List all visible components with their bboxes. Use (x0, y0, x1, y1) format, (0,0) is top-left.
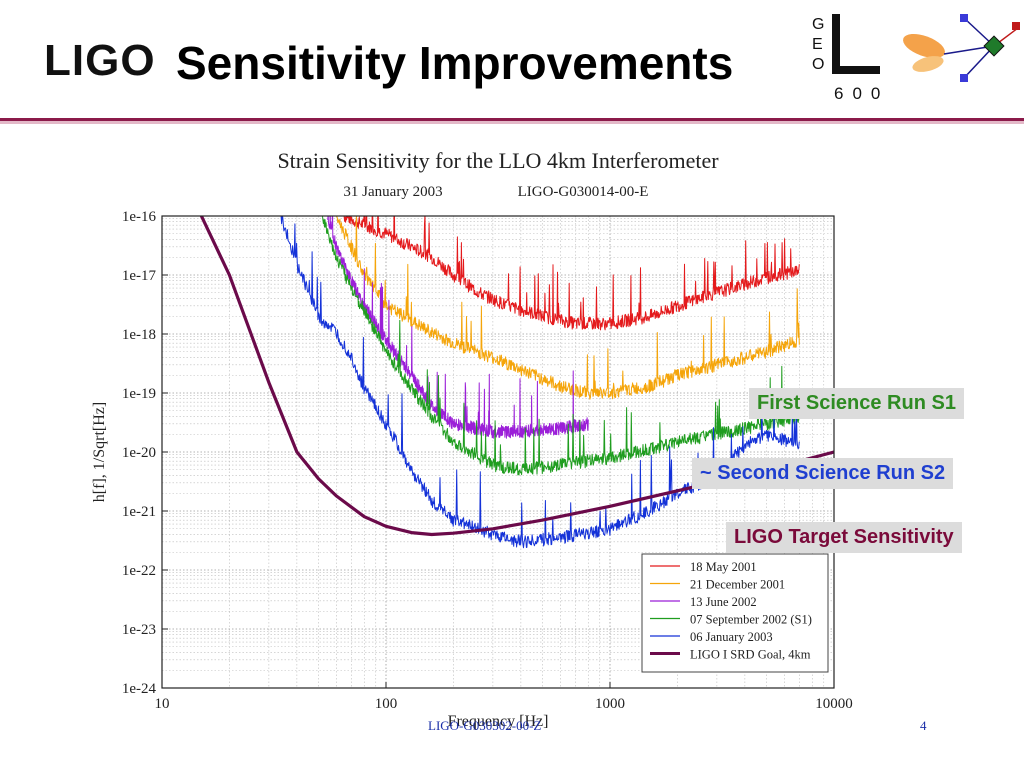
y-tick-label: 1e-23 (122, 622, 156, 638)
y-tick-label: 1e-16 (122, 209, 157, 225)
y-tick-label: 1e-24 (122, 681, 157, 697)
x-tick-label: 10 (155, 696, 170, 712)
x-tick-label: 100 (375, 696, 398, 712)
x-tick-label: 10000 (815, 696, 853, 712)
series-line-1 (336, 216, 800, 400)
geo-letter-g: G (812, 16, 825, 33)
chart-legend: 18 May 2001 21 December 2001 13 June 2002 0… (641, 553, 829, 673)
plot-series (199, 216, 834, 549)
series-line-0 (343, 216, 800, 331)
geo-letter-e: E (812, 36, 823, 53)
y-tick-label: 1e-18 (122, 327, 156, 343)
interferometer-emblem-icon (903, 14, 1020, 82)
footer-page-number: 4 (920, 718, 927, 733)
legend-entry: 13 June 2002 (690, 595, 757, 609)
slide-title: Sensitivity Improvements (176, 37, 734, 89)
callout-second-science-run: ~ Second Science Run S2 (692, 458, 954, 489)
chart-subtitle-date: 31 January 2003 (343, 184, 442, 200)
x-axis-label: Frequency [Hz] (448, 713, 549, 730)
series-line-2 (327, 216, 589, 439)
chart-subtitle-doc: LIGO-G030014-00-E (518, 184, 649, 200)
callout-s1-text: First Science Run S1 (757, 392, 956, 414)
ligo-logo: LIGO (44, 36, 156, 85)
x-tick-label: 1000 (595, 696, 625, 712)
y-tick-label: 1e-20 (122, 445, 156, 461)
legend-entry: 18 May 2001 (690, 560, 757, 574)
strain-sensitivity-chart: Strain Sensitivity for the LLO 4km Inter… (91, 148, 853, 730)
y-axis-label: h[f], 1/Sqrt[Hz] (91, 402, 108, 502)
y-tick-label: 1e-17 (122, 268, 157, 284)
series-line-3 (322, 216, 800, 476)
legend-entry: 07 September 2002 (S1) (690, 613, 812, 627)
header-divider-shadow (0, 121, 1024, 124)
geo-600-label: 600 (834, 84, 890, 103)
callout-s2-text: ~ Second Science Run S2 (700, 462, 946, 484)
legend-entry: 06 January 2003 (690, 630, 773, 644)
y-tick-label: 1e-21 (122, 504, 156, 520)
legend-entry: 21 December 2001 (690, 578, 785, 592)
callout-first-science-run: First Science Run S1 (749, 388, 964, 419)
y-tick-label: 1e-22 (122, 563, 156, 579)
axis-ticks: 10 100 1000 10000 1e-16 1e-17 1e-18 1e-19 1e-20 1… (122, 209, 853, 712)
slide-header: LIGO Sensitivity Improvements G E O 600 (0, 0, 1024, 124)
geo600-logo: G E O 600 (808, 14, 898, 106)
callout-target-sensitivity: LIGO Target Sensitivity (726, 522, 962, 553)
callout-target-text: LIGO Target Sensitivity (734, 526, 954, 548)
geo-l-shape (832, 14, 880, 74)
footer-doc-id: LIGO-G030302-00-Z (428, 718, 542, 733)
y-tick-label: 1e-19 (122, 386, 156, 402)
chart-title: Strain Sensitivity for the LLO 4km Inter… (277, 148, 719, 173)
legend-entry: LIGO I SRD Goal, 4km (690, 648, 811, 662)
series-line-5 (199, 216, 834, 537)
geo-letter-o: O (812, 56, 825, 73)
header-divider (0, 118, 1024, 121)
